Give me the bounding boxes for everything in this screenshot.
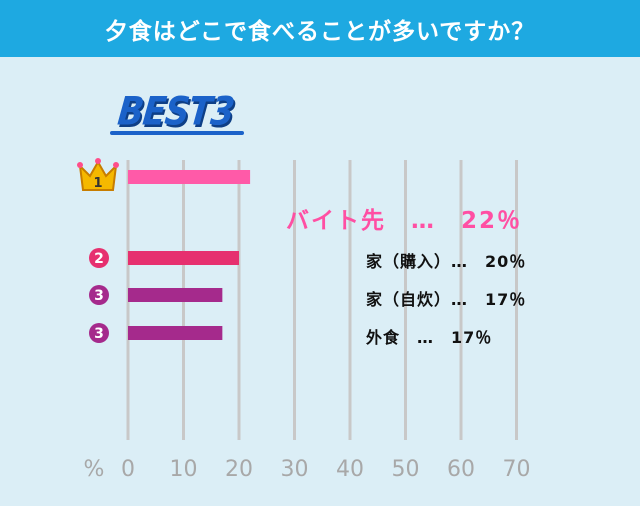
rank-number: 2 [94,251,104,267]
bar [128,326,223,340]
chart-title: 夕食はどこで食べることが多いですか？ [0,0,640,57]
bar-data-label: 家（自炊）… 17％ [366,290,527,309]
bar-data-label: バイト先 … 22％ [286,208,523,234]
x-tick-label: 30 [281,457,309,482]
rank-circle [89,323,109,343]
x-tick-label: 50 [392,457,420,482]
crown-icon [77,158,119,191]
bar [128,251,239,265]
x-tick-label: 40 [336,457,364,482]
bar [128,170,251,184]
x-tick-label: 20 [225,457,253,482]
rank-number: 3 [94,326,104,342]
bar-data-label: 外食 … 17％ [366,328,493,347]
x-tick-label: 70 [503,457,531,482]
rank-number: 3 [94,288,104,304]
rank-circle [89,248,109,268]
bar [128,288,223,302]
best3-underline [110,131,244,135]
rank-circle [89,285,109,305]
bar-data-label: 家（購入）… 20％ [366,252,527,271]
rank-number: 1 [93,176,102,191]
x-tick-label: 0 [121,457,135,482]
x-tick-label: 60 [447,457,475,482]
x-axis-unit-label: % [84,457,105,482]
x-tick-label: 10 [170,457,198,482]
